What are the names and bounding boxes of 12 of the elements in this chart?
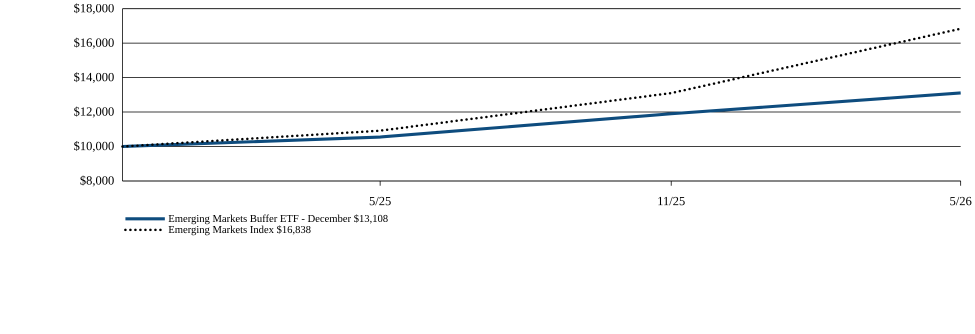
line-series (120, 91, 962, 148)
y-tick-label: $12,000 (74, 106, 114, 118)
y-tick-label: $10,000 (74, 140, 114, 152)
x-tick-label: 5/26 (950, 196, 972, 206)
legend-label: Emerging Markets Buffer ETF - December $13,108 (168, 214, 388, 224)
legend-label: Emerging Markets Index $16,838 (168, 225, 311, 236)
y-tick-label: $16,000 (74, 38, 114, 49)
y-tick-label: $18,000 (74, 3, 114, 14)
x-tick-label: 11/25 (658, 196, 685, 206)
y-tick-label: $14,000 (74, 72, 114, 83)
y-tick-label: $8,000 (80, 175, 114, 186)
x-tick-label: 5/25 (370, 196, 391, 206)
